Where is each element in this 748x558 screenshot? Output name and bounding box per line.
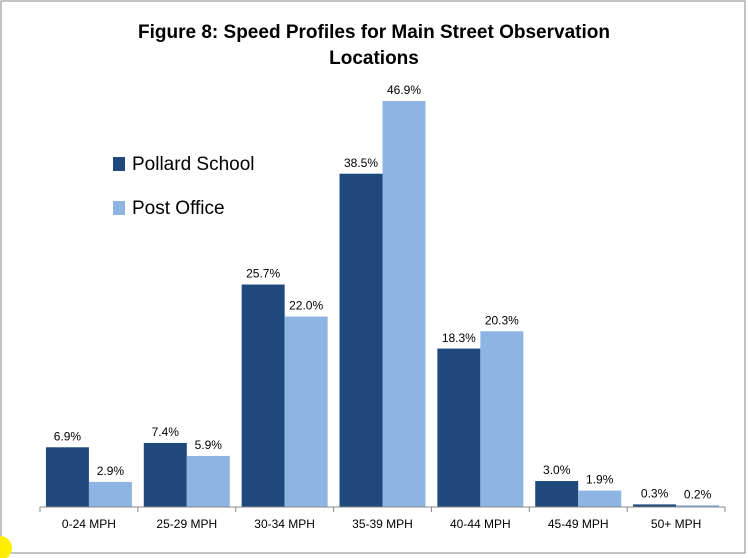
legend-swatch <box>113 201 125 215</box>
data-label: 2.9% <box>97 464 125 478</box>
chart-title: Figure 8: Speed Profiles for Main Street… <box>138 22 610 69</box>
legend-label: Post Office <box>132 198 225 219</box>
x-tick-label: 0-24 MPH <box>62 517 116 531</box>
bar <box>437 348 481 507</box>
x-tick-label: 25-29 MPH <box>156 517 217 531</box>
legend-swatch <box>113 157 125 171</box>
x-tick-label: 30-34 MPH <box>254 517 315 531</box>
data-label: 1.9% <box>586 473 614 487</box>
bar <box>284 316 328 507</box>
bar <box>535 481 579 507</box>
x-tick-label: 35-39 MPH <box>352 517 413 531</box>
bar <box>339 173 383 507</box>
data-label: 0.3% <box>641 487 669 501</box>
bar <box>88 481 132 507</box>
data-label: 6.9% <box>54 429 82 443</box>
corner-marker <box>0 536 12 558</box>
bar <box>45 447 89 507</box>
data-label: 18.3% <box>442 331 476 345</box>
bar <box>186 455 230 507</box>
x-tick-label: 50+ MPH <box>651 517 701 531</box>
bar <box>676 505 720 507</box>
bar <box>143 442 187 507</box>
bar <box>241 284 285 507</box>
bar <box>382 101 426 507</box>
data-label: 25.7% <box>246 267 280 281</box>
bar <box>578 490 622 507</box>
data-label: 0.2% <box>684 487 712 501</box>
data-label: 20.3% <box>485 313 519 327</box>
legend-label: Pollard School <box>132 154 255 175</box>
bar <box>480 331 524 507</box>
data-label: 5.9% <box>195 438 223 452</box>
bar <box>633 504 677 507</box>
data-label: 46.9% <box>387 83 421 97</box>
x-tick-label: 45-49 MPH <box>548 517 609 531</box>
data-label: 38.5% <box>344 156 378 170</box>
x-tick-label: 40-44 MPH <box>450 517 511 531</box>
data-label: 22.0% <box>289 299 323 313</box>
data-label: 7.4% <box>152 425 180 439</box>
data-label: 3.0% <box>543 463 571 477</box>
